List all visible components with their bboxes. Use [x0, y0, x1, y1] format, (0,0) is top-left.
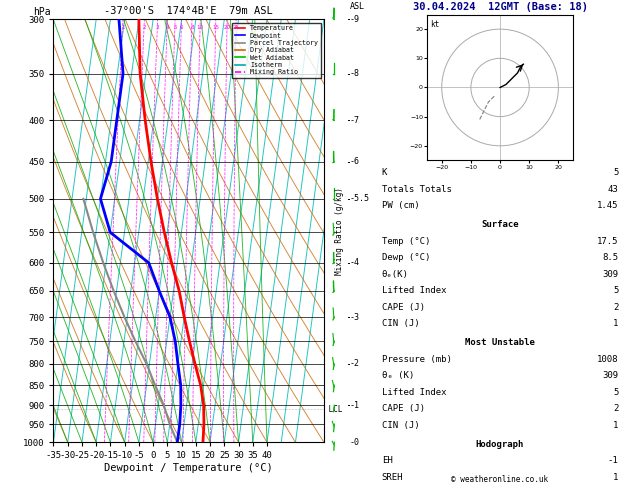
Text: Hodograph: Hodograph — [476, 440, 524, 449]
Text: Lifted Index: Lifted Index — [382, 286, 447, 295]
Text: 15: 15 — [212, 24, 220, 30]
Text: -5.5: -5.5 — [350, 194, 369, 203]
Text: 3: 3 — [156, 24, 159, 30]
Text: -0: -0 — [350, 438, 359, 447]
Text: -4: -4 — [350, 259, 359, 267]
Text: © weatheronline.co.uk: © weatheronline.co.uk — [452, 474, 548, 484]
Text: EH: EH — [382, 456, 392, 465]
Text: -1: -1 — [350, 401, 359, 410]
Text: -3: -3 — [350, 312, 359, 322]
Text: 43: 43 — [608, 185, 618, 193]
Text: 1008: 1008 — [597, 355, 618, 364]
Text: SREH: SREH — [382, 473, 403, 482]
Text: Surface: Surface — [481, 220, 519, 229]
Text: -2: -2 — [350, 359, 359, 368]
Text: 309: 309 — [602, 270, 618, 278]
Text: -7: -7 — [350, 116, 359, 125]
Text: 25: 25 — [233, 24, 240, 30]
Text: 17.5: 17.5 — [597, 237, 618, 245]
Text: CIN (J): CIN (J) — [382, 421, 420, 430]
Text: Pressure (mb): Pressure (mb) — [382, 355, 452, 364]
Text: CAPE (J): CAPE (J) — [382, 303, 425, 312]
Text: LCL: LCL — [324, 405, 342, 414]
Text: 1: 1 — [121, 24, 125, 30]
Text: Mixing Ratio (g/kg): Mixing Ratio (g/kg) — [335, 187, 344, 275]
Text: -37°00'S  174°4B'E  79m ASL: -37°00'S 174°4B'E 79m ASL — [104, 5, 273, 16]
Text: 2: 2 — [613, 303, 618, 312]
Text: 1.45: 1.45 — [597, 201, 618, 210]
Text: CIN (J): CIN (J) — [382, 319, 420, 328]
Text: 5: 5 — [613, 168, 618, 177]
Text: Totals Totals: Totals Totals — [382, 185, 452, 193]
Text: 8.5: 8.5 — [602, 253, 618, 262]
Text: 1: 1 — [613, 421, 618, 430]
Text: 4: 4 — [165, 24, 169, 30]
Text: -9: -9 — [350, 15, 359, 24]
Text: -6: -6 — [350, 157, 359, 166]
Text: θₑ (K): θₑ (K) — [382, 371, 414, 380]
Text: km
ASL: km ASL — [350, 0, 364, 11]
Text: 30.04.2024  12GMT (Base: 18): 30.04.2024 12GMT (Base: 18) — [413, 2, 587, 12]
Text: 1: 1 — [613, 473, 618, 482]
Text: 10: 10 — [197, 24, 204, 30]
Text: 5: 5 — [174, 24, 177, 30]
Text: 2: 2 — [143, 24, 146, 30]
Text: 8: 8 — [190, 24, 194, 30]
Legend: Temperature, Dewpoint, Parcel Trajectory, Dry Adiabat, Wet Adiabat, Isotherm, Mi: Temperature, Dewpoint, Parcel Trajectory… — [232, 23, 321, 78]
Text: Dewp (°C): Dewp (°C) — [382, 253, 430, 262]
Text: θₑ(K): θₑ(K) — [382, 270, 409, 278]
Text: 20: 20 — [224, 24, 231, 30]
Text: PW (cm): PW (cm) — [382, 201, 420, 210]
Text: Most Unstable: Most Unstable — [465, 338, 535, 347]
Text: K: K — [382, 168, 387, 177]
Text: kt: kt — [430, 20, 439, 30]
Text: CAPE (J): CAPE (J) — [382, 404, 425, 413]
Text: 309: 309 — [602, 371, 618, 380]
Text: 2: 2 — [613, 404, 618, 413]
Text: 1: 1 — [613, 319, 618, 328]
Text: -8: -8 — [350, 69, 359, 78]
Text: 6: 6 — [180, 24, 183, 30]
X-axis label: Dewpoint / Temperature (°C): Dewpoint / Temperature (°C) — [104, 463, 273, 473]
Text: 5: 5 — [613, 388, 618, 397]
Text: -1: -1 — [608, 456, 618, 465]
Text: hPa: hPa — [33, 7, 50, 17]
Text: 5: 5 — [613, 286, 618, 295]
Text: Temp (°C): Temp (°C) — [382, 237, 430, 245]
Text: Lifted Index: Lifted Index — [382, 388, 447, 397]
